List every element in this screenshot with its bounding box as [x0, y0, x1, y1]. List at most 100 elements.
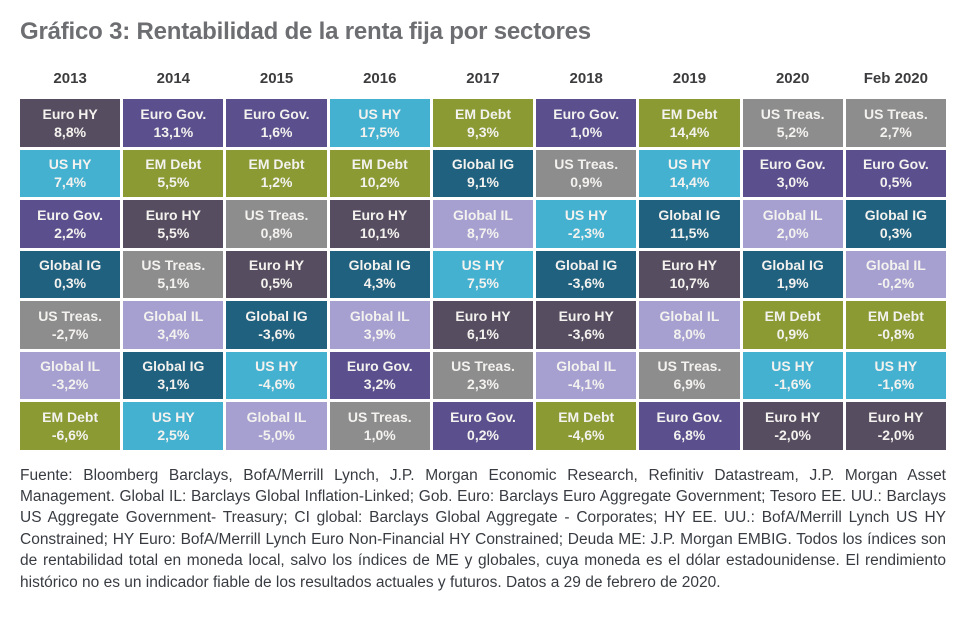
sector-return-value: 14,4%: [669, 174, 710, 191]
sector-return-value: -4,1%: [567, 376, 605, 393]
sector-cell: US HY -1,6%: [742, 351, 843, 399]
sector-return-value: -5,0%: [258, 426, 295, 443]
sector-cell: US Treas. 0,9%: [536, 149, 637, 197]
sector-name: Euro HY: [661, 257, 718, 274]
sector-name: Euro Gov.: [140, 105, 207, 122]
sector-return-value: 1,0%: [570, 123, 603, 140]
year-header: 2020: [775, 70, 810, 87]
sector-return-value: -1,6%: [774, 376, 811, 393]
sector-cell: Global IL 8,0%: [639, 301, 740, 349]
sector-return-value: 3,2%: [363, 376, 396, 393]
sector-name: EM Debt: [351, 156, 408, 173]
sector-name: Global IL: [865, 257, 926, 274]
sector-cell: Euro HY -3,6%: [536, 301, 637, 349]
sector-cell: US HY -2,3%: [536, 200, 637, 248]
year-header: 2016: [363, 70, 397, 87]
sector-name: Global IG: [451, 156, 515, 173]
sector-cell: US HY 7,4%: [20, 149, 121, 197]
sector-name: US Treas.: [451, 358, 515, 375]
sector-cell: Global IG 11,5%: [639, 200, 740, 248]
sector-cell: US Treas. 2,3%: [432, 351, 534, 399]
sector-return-value: -2,0%: [877, 426, 915, 443]
sector-cell: EM Debt 10,2%: [329, 149, 430, 197]
sector-return-value: 0,9%: [570, 174, 603, 191]
year-header: 2014: [156, 70, 191, 87]
sector-return-value: 2,5%: [157, 426, 190, 443]
sector-return-value: 0,5%: [879, 174, 912, 191]
sector-return-value: 8,8%: [54, 123, 87, 140]
sector-cell: US Treas. 5,2%: [742, 99, 843, 147]
sector-cell: Global IG 9,1%: [432, 149, 534, 197]
sector-name: Euro HY: [765, 408, 821, 425]
sector-cell: Euro Gov. 2,2%: [20, 200, 121, 248]
sector-return-value: 0,2%: [467, 426, 499, 443]
sector-name: US HY: [874, 358, 918, 375]
sector-return-value: 6,1%: [467, 325, 499, 342]
sector-name: US HY: [564, 206, 608, 223]
sector-return-value: 7,5%: [467, 275, 499, 292]
sector-name: Global IG: [555, 257, 618, 274]
sector-cell: Euro HY 10,1%: [329, 200, 430, 248]
year-column: 2020 US Treas. 5,2% Euro Gov. 3,0% Global IL 2…: [742, 68, 843, 450]
sector-name: Euro Gov.: [450, 408, 516, 425]
sector-name: US HY: [771, 358, 815, 375]
sector-cell: EM Debt -4,6%: [536, 402, 637, 450]
sector-return-value: -0,8%: [877, 325, 915, 342]
sector-cell: US HY -1,6%: [845, 351, 946, 399]
sector-cell: Euro Gov. 0,2%: [432, 402, 534, 450]
sector-name: US Treas.: [38, 307, 103, 324]
year-column: 2017 EM Debt 9,3% Global IG 9,1% Global IL 8,7…: [432, 68, 534, 450]
year-header: Feb 2020: [863, 70, 928, 87]
sector-cell: Global IG 3,1%: [123, 351, 224, 399]
sector-cell: Euro Gov. 3,0%: [742, 149, 843, 197]
sector-cell: Global IL -3,2%: [20, 351, 121, 399]
sector-name: US Treas.: [554, 156, 619, 173]
sector-return-value: 17,5%: [359, 123, 400, 140]
sector-name: Global IL: [453, 206, 513, 223]
sector-name: Euro HY: [145, 206, 201, 223]
sector-name: EM Debt: [248, 156, 305, 173]
sector-return-value: 6,8%: [673, 426, 706, 443]
sector-cell: US HY -4,6%: [226, 351, 327, 399]
year-header: 2018: [569, 70, 603, 87]
sector-return-value: 0,5%: [260, 275, 293, 292]
sector-return-value: 8,7%: [467, 224, 499, 241]
sector-cell: Global IL 2,0%: [742, 200, 843, 248]
sector-name: Euro Gov.: [656, 408, 723, 425]
sector-name: EM Debt: [145, 156, 202, 173]
sector-name: Global IL: [40, 358, 101, 375]
sector-return-value: 10,7%: [669, 275, 710, 292]
sector-return-value: 3,0%: [776, 174, 809, 191]
sector-name: Euro Gov.: [243, 105, 310, 122]
year-column: 2014 Euro Gov. 13,1% EM Debt 5,5% Euro HY 5,5%…: [123, 68, 224, 450]
sector-cell: Global IG 0,3%: [20, 250, 121, 298]
sector-name: Global IL: [659, 307, 720, 324]
sector-return-value: -1,6%: [877, 376, 915, 393]
sector-return-value: 7,4%: [54, 174, 87, 191]
sector-name: EM Debt: [764, 307, 821, 324]
sector-cell: US Treas. 2,7%: [845, 99, 946, 147]
sector-name: Euro HY: [42, 105, 98, 122]
sector-name: Euro HY: [868, 408, 924, 425]
sector-return-value: 1,9%: [776, 275, 809, 292]
returns-grid: 2013 Euro HY 8,8% US HY 7,4% Euro Gov. 2,2% Glo…: [20, 68, 946, 450]
sector-return-value: 8,0%: [673, 325, 706, 342]
sector-name: Global IG: [142, 358, 205, 375]
sector-name: EM Debt: [867, 307, 924, 324]
year-header: 2013: [53, 70, 87, 87]
year-column: 2018 Euro Gov. 1,0% US Treas. 0,9% US HY -2,3%…: [536, 68, 637, 450]
sector-cell: Global IG 1,9%: [742, 250, 843, 298]
sector-name: US Treas.: [863, 105, 928, 122]
sector-cell: Euro Gov. 1,6%: [226, 99, 327, 147]
sector-cell: Euro HY 6,1%: [432, 301, 534, 349]
sector-return-value: 9,1%: [467, 174, 499, 191]
sector-cell: US Treas. 6,9%: [639, 351, 740, 399]
sector-name: US Treas.: [347, 408, 412, 425]
sector-cell: EM Debt 5,5%: [123, 149, 224, 197]
sector-name: Euro Gov.: [37, 206, 104, 223]
sector-cell: Euro HY 5,5%: [123, 200, 224, 248]
sector-name: US Treas.: [657, 358, 722, 375]
sector-name: US Treas.: [760, 105, 825, 122]
sector-name: Euro Gov.: [759, 156, 826, 173]
sector-name: EM Debt: [42, 408, 99, 425]
